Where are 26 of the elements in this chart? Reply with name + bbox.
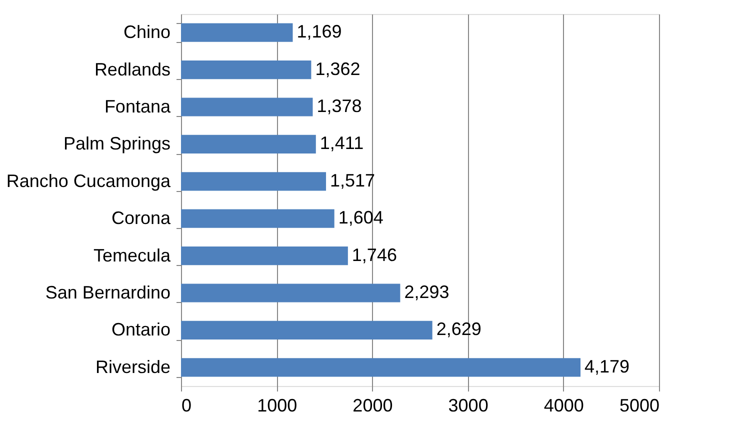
data-label: 1,378 (316, 96, 362, 116)
y-tick-label: Temecula (93, 245, 172, 266)
x-tick-label: 0 (182, 396, 192, 416)
data-label: 1,604 (338, 208, 384, 228)
data-label: 1,517 (330, 170, 376, 190)
y-tick-label: Fontana (104, 96, 172, 116)
y-tick-label: Palm Springs (63, 134, 170, 154)
x-tick-label: 4000 (544, 396, 584, 416)
data-label: 1,746 (352, 244, 397, 265)
y-tick-label: Riverside (95, 356, 170, 377)
data-label: 1,411 (320, 133, 364, 154)
data-label: 4,179 (584, 356, 630, 376)
y-tick-label: Ontario (111, 320, 170, 340)
data-label: 1,362 (315, 58, 360, 79)
y-tick-label: Redlands (94, 59, 170, 80)
y-tick-label: San Bernardino (45, 282, 170, 302)
data-label: 2,293 (404, 282, 450, 302)
x-tick-label: 5000 (619, 396, 660, 416)
y-tick-label: Chino (123, 22, 170, 42)
y-tick-label: Rancho Cucamonga (6, 170, 172, 191)
data-label: 2,629 (436, 319, 482, 340)
x-tick-label: 1000 (257, 396, 298, 416)
data-label: 1,169 (296, 22, 342, 42)
x-tick-label: 3000 (448, 396, 488, 416)
x-tick-label: 2000 (352, 396, 393, 416)
y-tick-label: Corona (111, 208, 172, 228)
